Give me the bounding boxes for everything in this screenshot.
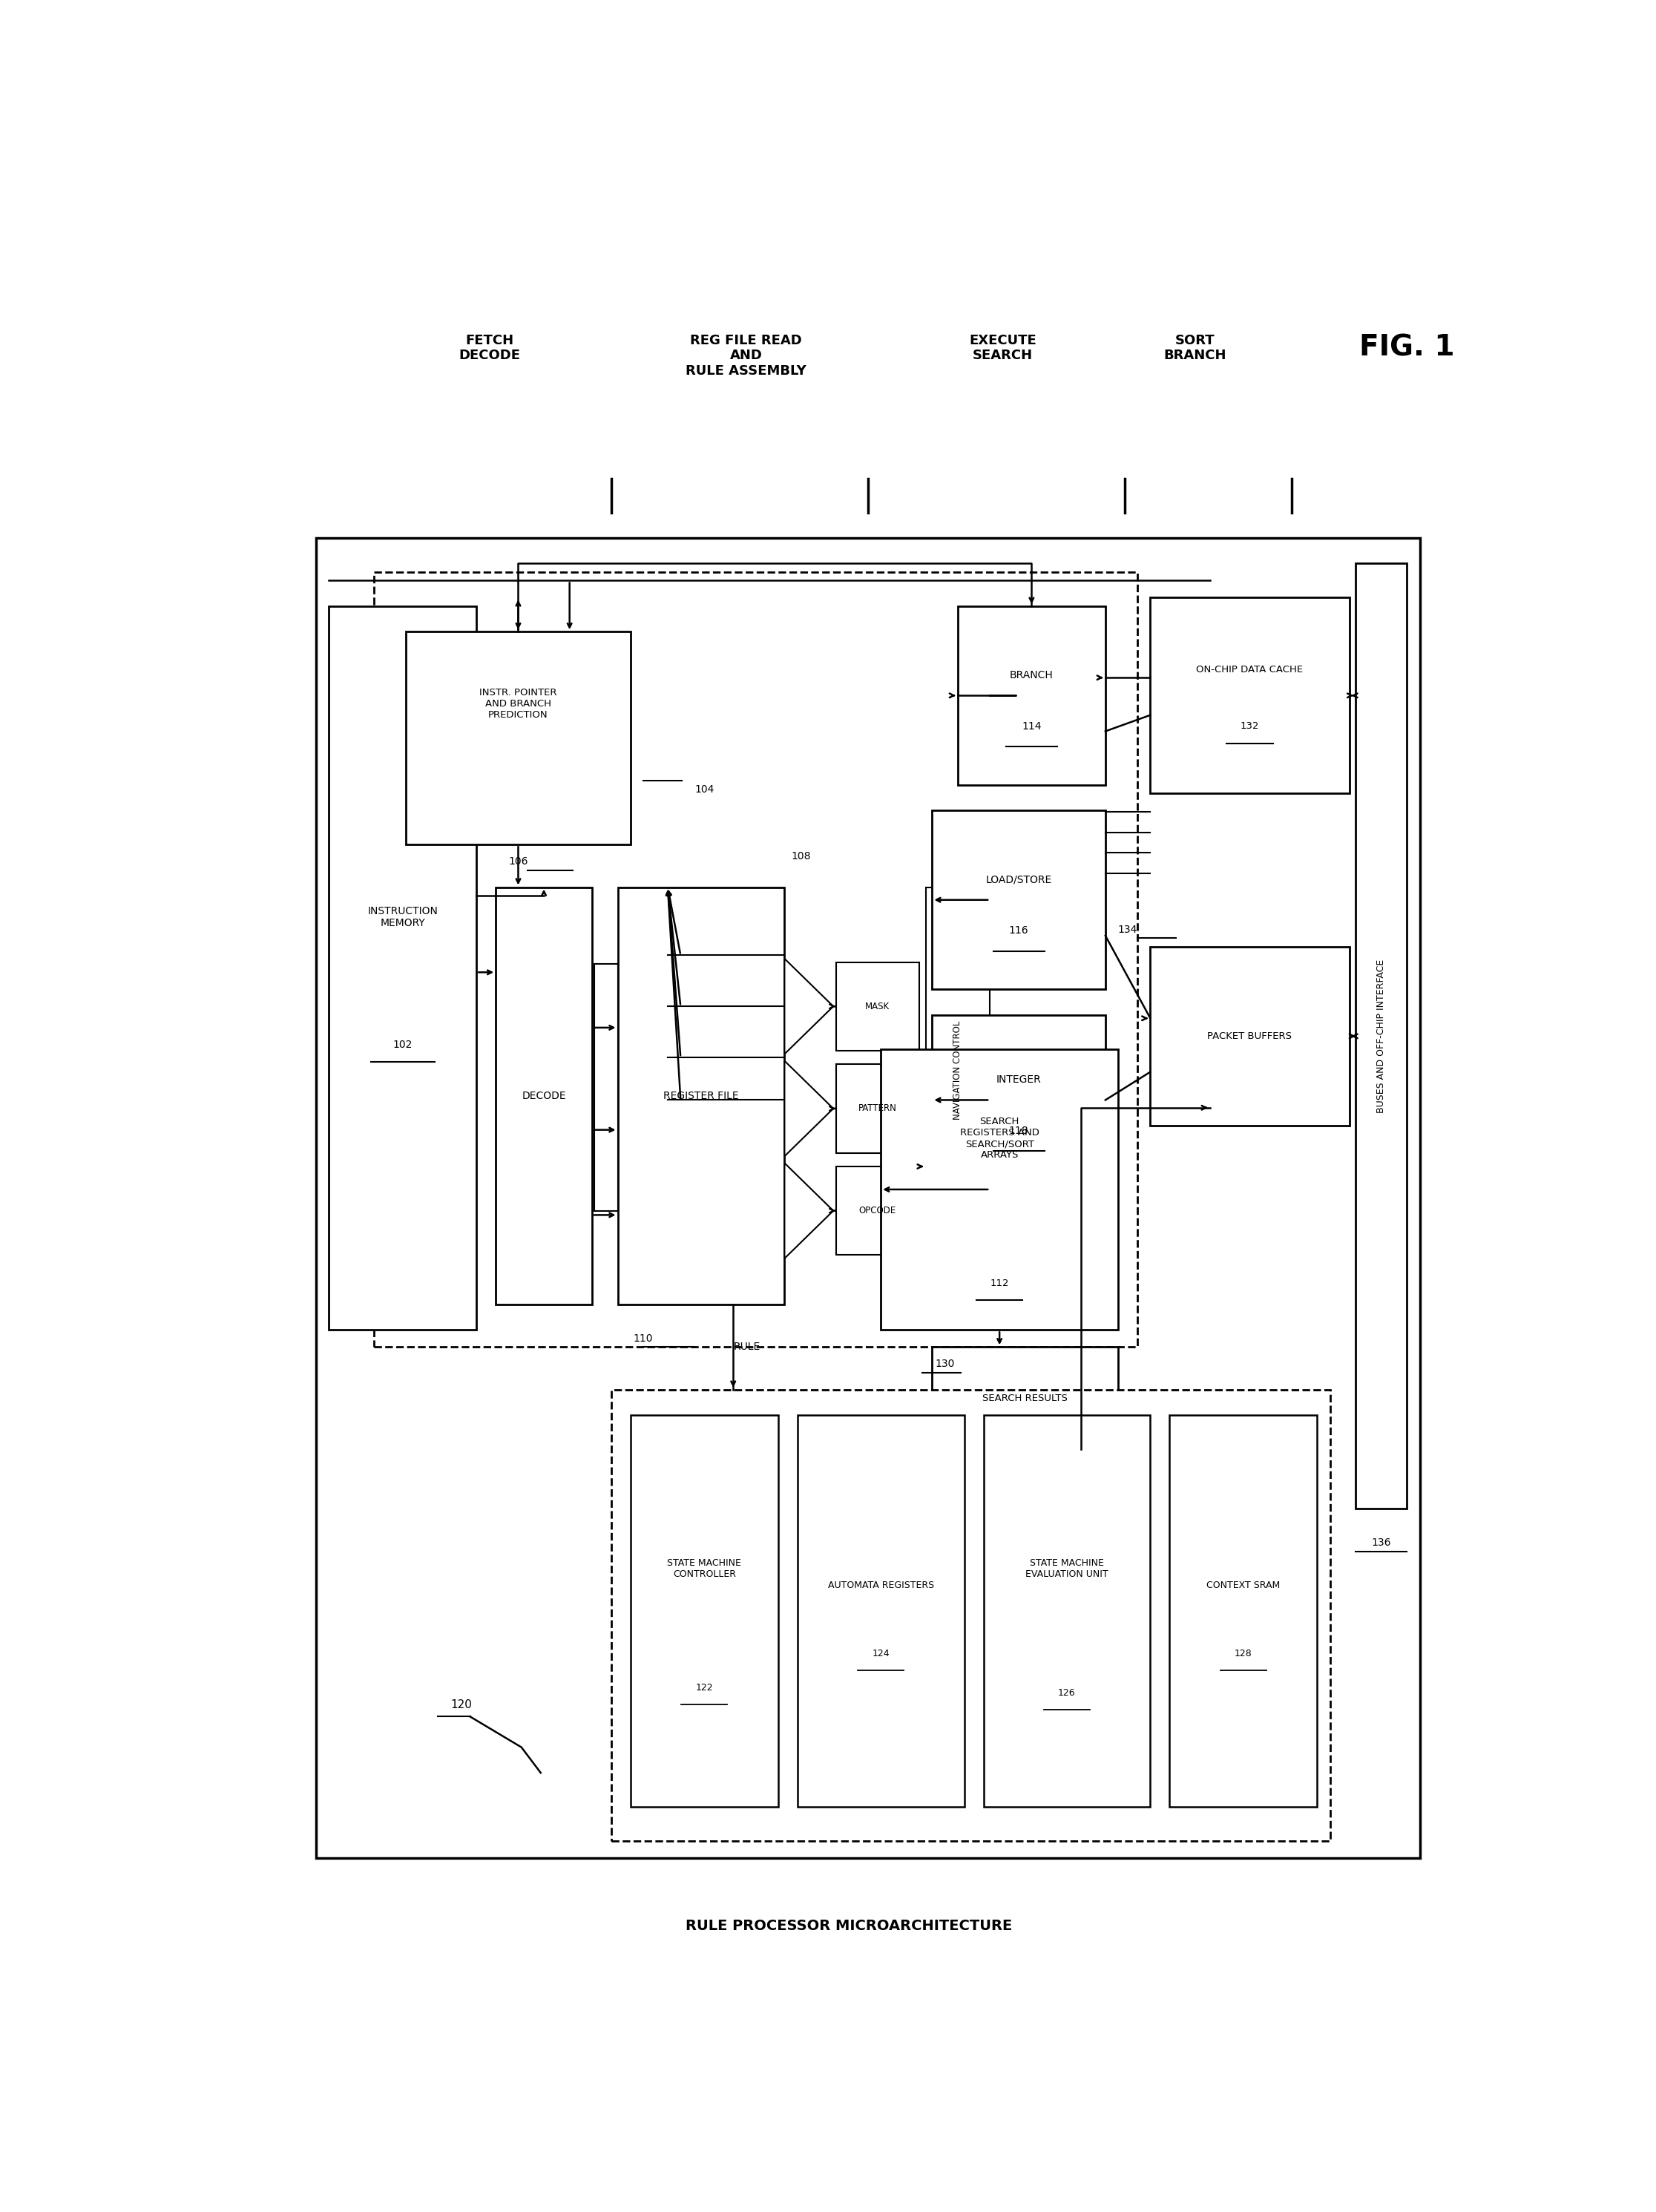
Bar [330,606,477,1329]
Bar [374,573,1138,1347]
Bar [836,1064,919,1152]
Text: BUSES AND OFF-CHIP INTERFACE: BUSES AND OFF-CHIP INTERFACE [1376,960,1386,1113]
Polygon shape [785,1164,833,1259]
Bar [1151,947,1350,1126]
Bar [631,1416,778,1807]
Bar [316,538,1419,1858]
Text: EXECUTE
SEARCH: EXECUTE SEARCH [969,334,1037,363]
Text: SORT
BRANCH: SORT BRANCH [1164,334,1227,363]
Text: STATE MACHINE
CONTROLLER: STATE MACHINE CONTROLLER [667,1557,742,1579]
Text: STATE MACHINE
EVALUATION UNIT: STATE MACHINE EVALUATION UNIT [1025,1557,1108,1579]
Text: 114: 114 [1022,721,1042,732]
Text: 108: 108 [792,852,810,863]
Text: 106: 106 [508,856,528,867]
Text: CONTEXT SRAM: CONTEXT SRAM [1207,1582,1280,1590]
Bar [881,1048,1118,1329]
Text: 120: 120 [450,1699,472,1710]
Text: BRANCH: BRANCH [1010,670,1053,681]
Bar [495,887,591,1305]
Bar [595,964,618,1210]
Bar [611,1389,1330,1840]
Text: 134: 134 [1118,925,1138,936]
Text: 118: 118 [1009,1126,1028,1137]
Text: NAVIGATION CONTROL: NAVIGATION CONTROL [952,1020,962,1119]
Polygon shape [785,1062,833,1157]
Text: PATTERN: PATTERN [858,1104,898,1113]
Bar [932,810,1106,989]
Bar [932,1347,1118,1449]
Text: INTEGER: INTEGER [997,1075,1042,1084]
Text: PACKET BUFFERS: PACKET BUFFERS [1207,1031,1292,1042]
Text: LOAD/STORE: LOAD/STORE [985,874,1052,885]
Text: 128: 128 [1234,1648,1252,1659]
Bar [1356,564,1408,1509]
Text: INSTRUCTION
MEMORY: INSTRUCTION MEMORY [368,905,437,929]
Bar [1169,1416,1317,1807]
Text: FETCH
DECODE: FETCH DECODE [459,334,520,363]
Text: REG FILE READ
AND
RULE ASSEMBLY: REG FILE READ AND RULE ASSEMBLY [686,334,806,378]
Text: 102: 102 [392,1040,412,1051]
Text: FIG. 1: FIG. 1 [1360,334,1454,363]
Text: 104: 104 [694,783,714,794]
Text: 110: 110 [634,1334,652,1343]
Text: AUTOMATA REGISTERS: AUTOMATA REGISTERS [828,1582,934,1590]
Bar [932,1015,1106,1186]
Text: SEARCH
REGISTERS AND
SEARCH/SORT
ARRAYS: SEARCH REGISTERS AND SEARCH/SORT ARRAYS [960,1117,1040,1159]
Text: 112: 112 [990,1279,1009,1287]
Bar [798,1416,964,1807]
Text: ON-CHIP DATA CACHE: ON-CHIP DATA CACHE [1196,666,1303,675]
Text: 126: 126 [1058,1688,1076,1697]
Text: RULE PROCESSOR MICROARCHITECTURE: RULE PROCESSOR MICROARCHITECTURE [686,1920,1012,1933]
Text: REGISTER FILE: REGISTER FILE [664,1091,739,1102]
Text: RULE: RULE [734,1343,760,1352]
Text: 136: 136 [1371,1537,1391,1548]
Bar [926,887,990,1254]
Text: 132: 132 [1240,721,1259,730]
Bar [984,1416,1151,1807]
Text: 130: 130 [936,1358,956,1369]
Text: 116: 116 [1009,925,1028,936]
Polygon shape [785,958,833,1055]
Text: DECODE: DECODE [522,1091,566,1102]
Text: SEARCH RESULTS: SEARCH RESULTS [982,1394,1068,1402]
Text: 124: 124 [873,1648,889,1659]
Bar [957,606,1106,785]
Text: OPCODE: OPCODE [859,1206,896,1217]
Bar [1151,597,1350,794]
Bar [836,962,919,1051]
Bar [406,633,631,845]
Text: 122: 122 [696,1683,714,1692]
Bar [618,887,785,1305]
Bar [836,1166,919,1254]
Text: MASK: MASK [866,1002,889,1011]
Text: INSTR. POINTER
AND BRANCH
PREDICTION: INSTR. POINTER AND BRANCH PREDICTION [480,688,556,719]
